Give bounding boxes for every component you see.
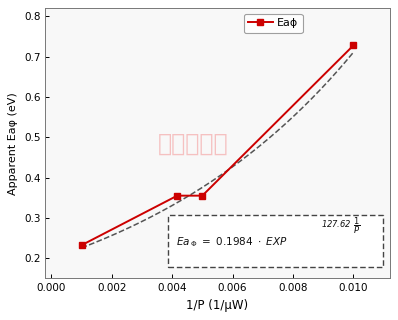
- Eaϕ: [200, 194, 205, 197]
- Bar: [168, 215, 383, 268]
- Eaϕ: [351, 44, 356, 47]
- Text: 金洛鑫電子: 金洛鑫電子: [158, 131, 229, 155]
- Eaϕ: [79, 243, 84, 247]
- Text: $Ea_{\,\Phi}\ =\ 0.1984\ \cdot\ EXP$: $Ea_{\,\Phi}\ =\ 0.1984\ \cdot\ EXP$: [176, 235, 288, 249]
- Text: $\mathregular{127.62}\ \dfrac{1}{P}$: $\mathregular{127.62}\ \dfrac{1}{P}$: [321, 215, 360, 236]
- Y-axis label: Apparent Eaφ (eV): Apparent Eaφ (eV): [8, 92, 18, 195]
- Eaϕ: [175, 194, 179, 197]
- X-axis label: 1/P (1/μW): 1/P (1/μW): [186, 299, 248, 312]
- Legend: Eaϕ: Eaϕ: [244, 14, 303, 33]
- Line: Eaϕ: Eaϕ: [78, 42, 357, 248]
